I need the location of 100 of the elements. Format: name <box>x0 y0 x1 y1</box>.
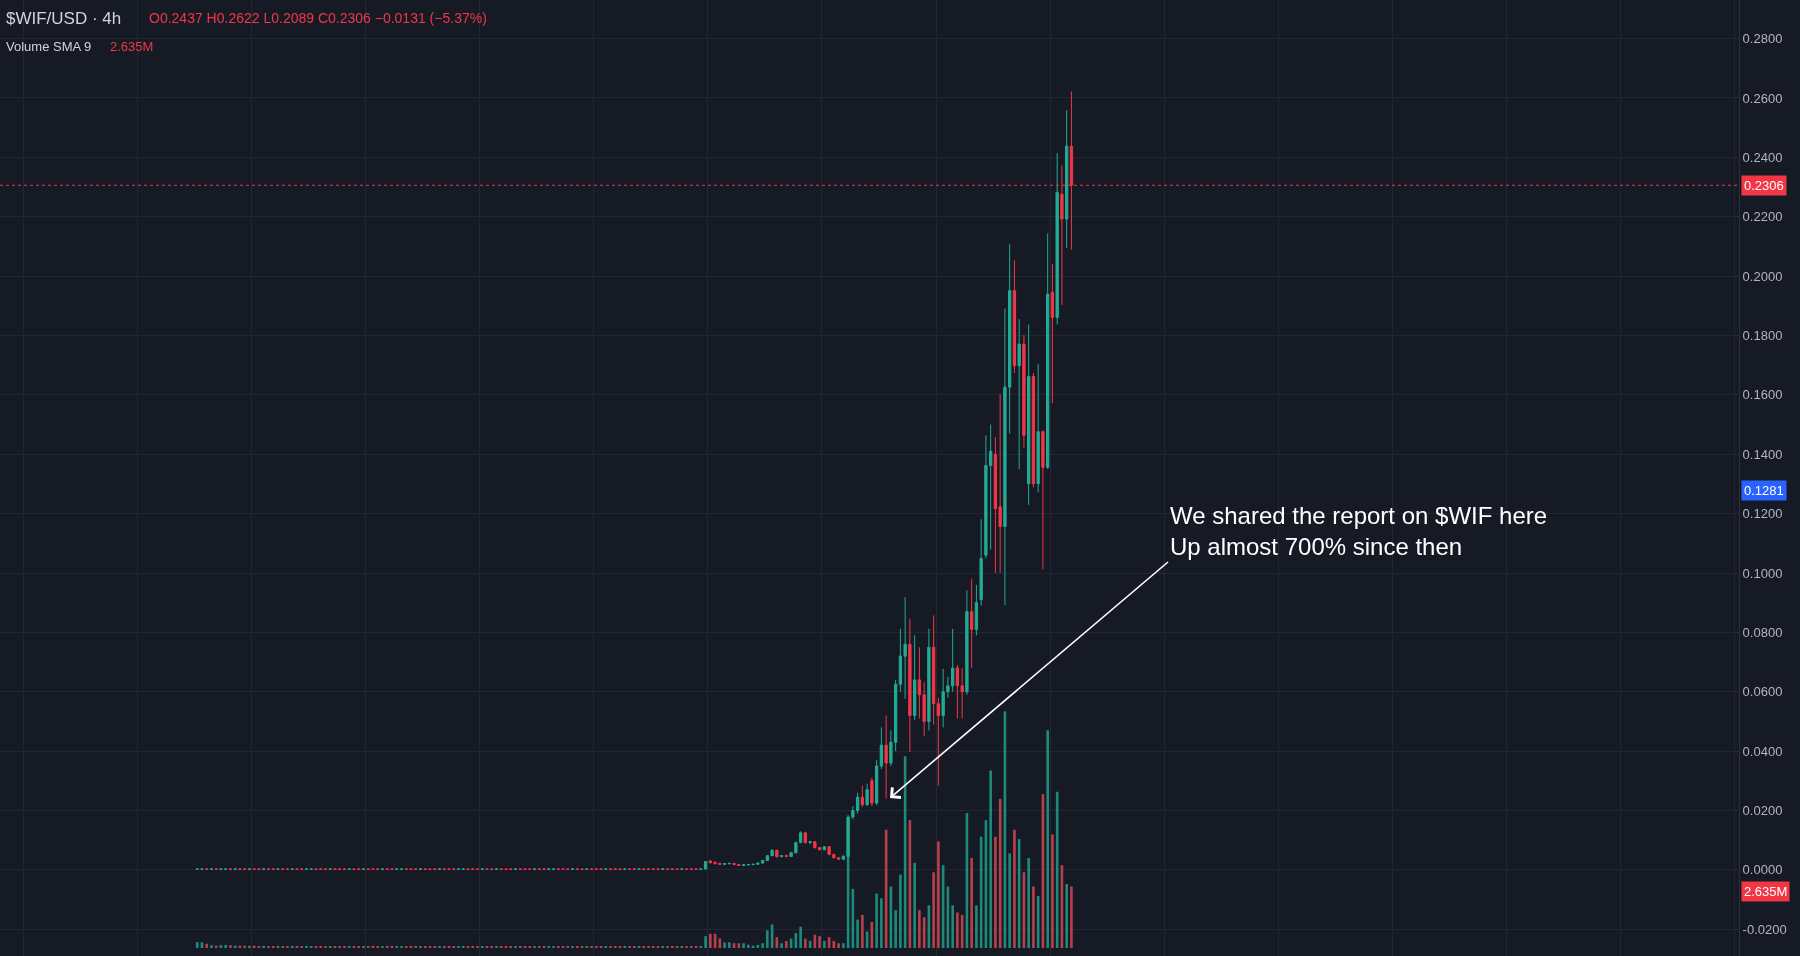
candlestick <box>475 868 480 871</box>
bar <box>804 938 807 948</box>
candlestick <box>642 868 646 871</box>
candlestick <box>480 868 484 871</box>
candlestick <box>328 868 332 871</box>
bar <box>210 945 213 948</box>
bar <box>442 945 446 948</box>
candlestick <box>870 777 874 807</box>
bar <box>761 943 764 948</box>
bar <box>704 936 707 948</box>
candlestick <box>266 868 271 871</box>
candlestick <box>960 667 964 719</box>
candlestick <box>632 868 636 871</box>
candlestick <box>912 634 917 721</box>
candlestick <box>309 868 313 871</box>
candlestick <box>1050 263 1055 404</box>
annotation: 2.635M <box>110 39 154 54</box>
candlestick <box>760 859 765 864</box>
bar <box>799 926 802 948</box>
bar <box>937 841 940 948</box>
y-tick-label: 0.1600 <box>1742 387 1783 403</box>
bar <box>723 942 726 948</box>
chart-title: Volume SMA 9 <box>6 39 92 54</box>
candlestick <box>608 868 613 871</box>
candlestick <box>665 868 670 871</box>
candlestick <box>513 868 518 871</box>
bar <box>861 914 864 948</box>
bar <box>385 945 389 948</box>
candlestick <box>874 759 879 806</box>
candlestick <box>955 664 960 719</box>
candlestick <box>205 868 209 871</box>
candlestick <box>1027 324 1031 506</box>
candlestick <box>604 868 608 871</box>
bar <box>1032 886 1035 948</box>
candlestick <box>808 840 812 845</box>
text: 0.1281 <box>1744 483 1784 498</box>
candlestick <box>323 868 328 871</box>
text: $WIF/USD · 4h <box>6 9 122 28</box>
candlestick <box>741 864 746 867</box>
candlestick <box>884 715 888 800</box>
candlestick <box>637 868 641 871</box>
y-tick-label: 0.1200 <box>1742 506 1783 522</box>
candlestick <box>931 614 936 725</box>
candlestick <box>214 868 218 871</box>
candlestick <box>1036 363 1040 494</box>
bar <box>780 943 783 948</box>
candlestick <box>1046 232 1050 470</box>
y-tick-label: -0.0200 <box>1742 921 1787 937</box>
bar <box>1070 886 1073 948</box>
y-tick-label: 0.2000 <box>1742 268 1783 284</box>
candlestick <box>784 853 789 858</box>
bar <box>875 893 878 948</box>
candlestick <box>570 868 575 871</box>
candlestick <box>908 618 912 753</box>
bar <box>785 940 788 948</box>
bar <box>709 933 712 948</box>
bar <box>970 858 973 948</box>
y-tick-label: 0.0600 <box>1742 684 1783 700</box>
candlestick <box>1022 334 1026 449</box>
candlestick <box>684 868 689 871</box>
bar <box>766 930 769 948</box>
candlestick <box>965 590 969 696</box>
bar <box>747 944 750 948</box>
y-tick-label: 0.2200 <box>1742 209 1783 225</box>
candlestick <box>936 697 941 787</box>
candlestick <box>627 868 632 871</box>
bar <box>728 942 731 948</box>
y-tick-label: 0.1800 <box>1742 328 1783 344</box>
bar <box>229 945 232 948</box>
candlestick <box>437 868 442 871</box>
bar <box>823 940 826 948</box>
candlestick <box>494 868 499 871</box>
bar <box>224 944 227 948</box>
candlestick <box>703 860 708 870</box>
candlestick <box>694 868 698 871</box>
candlestick <box>623 868 627 871</box>
bar <box>233 945 237 948</box>
bar <box>243 945 246 948</box>
candlestick <box>247 868 252 871</box>
candlestick <box>456 868 461 871</box>
candlestick <box>290 868 294 871</box>
candlestick <box>865 783 869 807</box>
text: O0.2437 H0.2622 L0.2089 C0.2306 −0.0131 (−5.37%) <box>149 10 487 26</box>
candlestick <box>836 856 841 861</box>
bar <box>932 872 935 948</box>
bar <box>1013 829 1016 948</box>
bar <box>975 905 978 948</box>
y-tick-label: 0.2800 <box>1742 31 1783 47</box>
bar <box>290 945 294 948</box>
candlestick <box>547 868 551 871</box>
y-tick-label: 0.2400 <box>1742 149 1783 165</box>
bar <box>1046 730 1049 948</box>
y-tick-label: 0.0800 <box>1742 624 1783 640</box>
candlestick <box>209 868 214 871</box>
annotation: We shared the report on $WIF here Up almost 700% since then <box>1170 502 1548 561</box>
candlestick <box>1012 259 1017 374</box>
bar <box>1008 853 1011 948</box>
candlestick <box>661 868 665 871</box>
bar <box>414 945 418 948</box>
candlestick <box>969 578 974 669</box>
